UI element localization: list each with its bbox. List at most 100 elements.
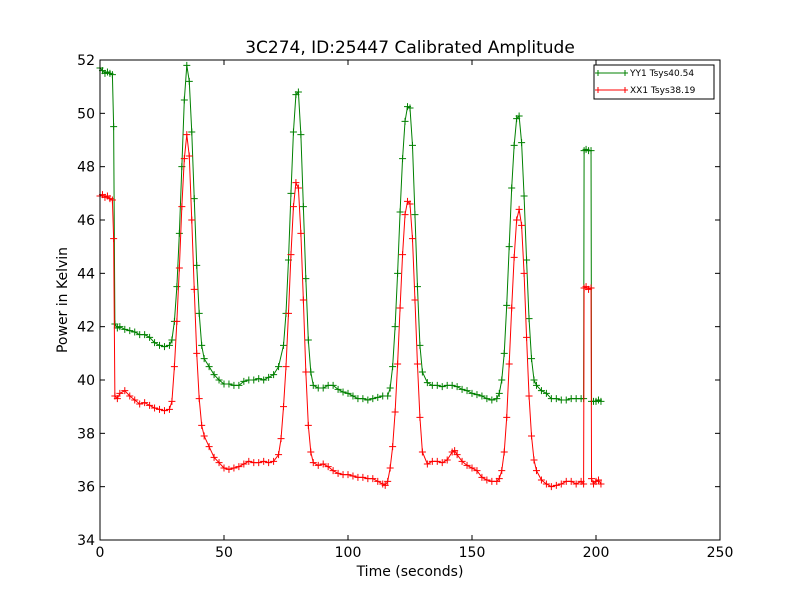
plot-area (100, 60, 720, 540)
data-point (594, 476, 602, 484)
data-point (165, 405, 173, 413)
data-point (359, 395, 367, 403)
data-point (131, 328, 139, 336)
data-point (408, 235, 416, 243)
y-tick-label: 34 (77, 533, 95, 549)
data-point (433, 381, 441, 389)
data-point (168, 336, 176, 344)
data-point (255, 375, 263, 383)
data-point (319, 384, 327, 392)
data-point (126, 392, 134, 400)
data-point (381, 481, 389, 489)
data-point (488, 396, 496, 404)
data-point (473, 467, 481, 475)
data-point (185, 77, 193, 85)
data-point (344, 471, 352, 479)
data-point (334, 469, 342, 477)
data-point (275, 363, 283, 371)
data-point (250, 376, 258, 384)
data-point (136, 400, 144, 408)
data-point (523, 256, 531, 264)
data-point (294, 88, 302, 96)
data-point (260, 457, 268, 465)
data-point (518, 221, 526, 229)
data-point (275, 451, 283, 459)
data-point (334, 385, 342, 393)
data-point (210, 371, 218, 379)
x-tick-label: 50 (215, 545, 233, 561)
data-point (510, 141, 518, 149)
data-point (156, 405, 164, 413)
data-point (537, 476, 545, 484)
data-point (180, 155, 188, 163)
data-point (587, 284, 595, 292)
data-point (235, 381, 243, 389)
data-point (597, 397, 605, 405)
data-point (513, 216, 521, 224)
data-point (282, 363, 290, 371)
data-point (510, 253, 518, 261)
data-point (270, 371, 278, 379)
data-point (304, 336, 312, 344)
data-point (391, 408, 399, 416)
data-point (530, 456, 538, 464)
data-point (175, 264, 183, 272)
data-point (508, 304, 516, 312)
data-point (532, 467, 540, 475)
data-point (572, 480, 580, 488)
data-point (562, 396, 570, 404)
data-point (498, 467, 506, 475)
data-point (255, 459, 263, 467)
data-point (280, 403, 288, 411)
legend: YY1 Tsys40.54 XX1 Tsys38.19 (593, 64, 715, 100)
data-point (324, 463, 332, 471)
data-point (364, 396, 372, 404)
data-point (478, 392, 486, 400)
data-point (478, 473, 486, 481)
data-point (188, 216, 196, 224)
data-point (329, 381, 337, 389)
x-axis: 0 50 100 150 200 250 (96, 60, 733, 561)
data-point (146, 333, 154, 341)
data-point (304, 421, 312, 429)
data-point (483, 395, 491, 403)
data-point (183, 61, 191, 69)
y-tick-label: 48 (77, 160, 95, 176)
data-point (160, 407, 168, 415)
data-point (458, 457, 466, 465)
data-point (399, 155, 407, 163)
data-point (245, 457, 253, 465)
data-point (500, 349, 508, 357)
data-point (391, 323, 399, 331)
y-tick-label: 46 (77, 213, 95, 229)
data-point (307, 448, 315, 456)
data-point (110, 123, 118, 131)
data-point (451, 447, 459, 455)
y-tick-label: 50 (77, 106, 95, 122)
data-point (537, 387, 545, 395)
data-point (399, 251, 407, 259)
data-point (188, 128, 196, 136)
data-point (175, 229, 183, 237)
data-point (418, 448, 426, 456)
data-point (170, 363, 178, 371)
data-point (302, 275, 310, 283)
series-layer (96, 61, 605, 491)
data-point (287, 189, 295, 197)
data-point (110, 235, 118, 243)
data-point (406, 200, 414, 208)
data-point (116, 323, 124, 331)
legend-label-xx1: XX1 Tsys38.19 (630, 86, 696, 96)
data-point (260, 376, 268, 384)
data-point (530, 376, 538, 384)
y-tick-label: 36 (77, 480, 95, 496)
data-point (493, 395, 501, 403)
y-axis-label: Power in Kelvin (55, 247, 71, 353)
data-point (319, 460, 327, 468)
data-point (265, 459, 273, 467)
series-0 (96, 61, 605, 405)
data-point (240, 377, 248, 385)
data-point (458, 385, 466, 393)
data-point (294, 184, 302, 192)
data-point (369, 475, 377, 483)
